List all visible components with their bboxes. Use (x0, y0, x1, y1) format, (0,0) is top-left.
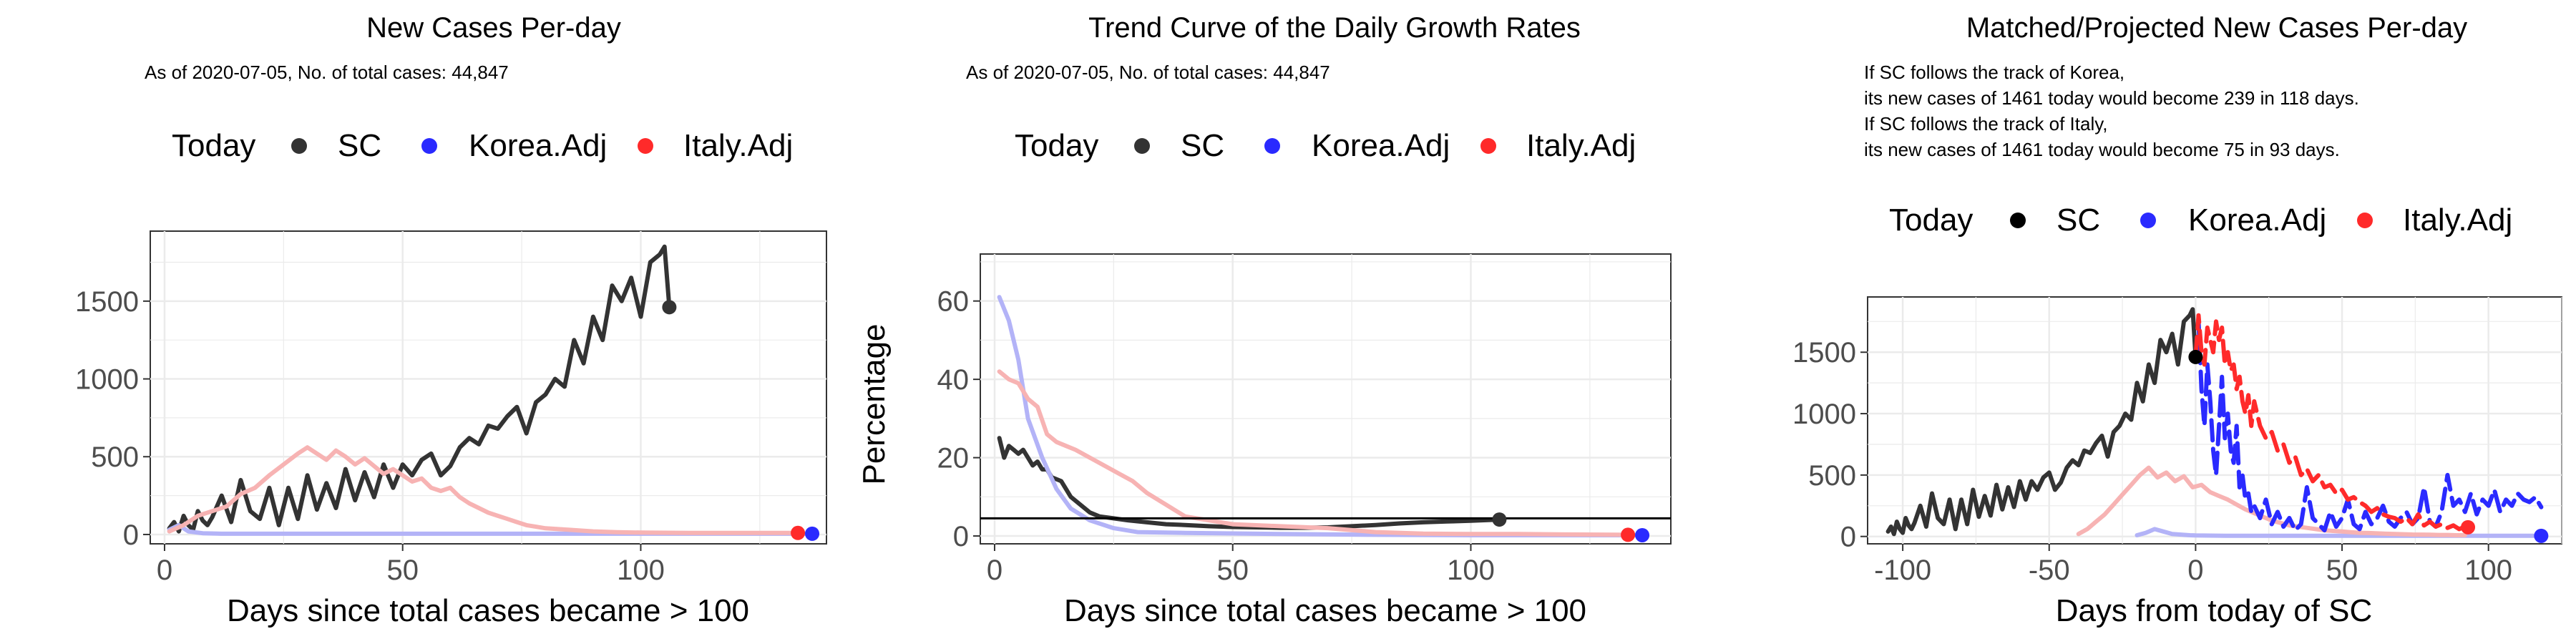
x-axis-label: Days from today of SC (2056, 593, 2373, 628)
x-tick-label: -100 (1874, 555, 1931, 586)
legend-key-korea (421, 138, 437, 154)
chart-title: Trend Curve of the Daily Growth Rates (1088, 12, 1581, 44)
plot-area: 0 50 100 0 20 40 60 (937, 253, 1672, 586)
legend-key-korea (1264, 138, 1280, 154)
series-line-korea-adj-history- (2135, 527, 2544, 538)
panel-new-cases: New Cases Per-day As of 2020-07-05, No. … (0, 0, 859, 644)
today-point-korea-adj (2534, 528, 2549, 543)
legend: Today SC Korea.Adj Italy.Adj (172, 128, 793, 163)
y-tick-label: 1500 (1792, 337, 1856, 369)
legend-title: Today (1015, 128, 1098, 163)
x-tick-label: 50 (2326, 555, 2358, 586)
legend: Today SC Korea.Adj Italy.Adj (1015, 128, 1636, 163)
y-tick-label: 20 (937, 443, 970, 474)
x-tick-label: 0 (2187, 555, 2203, 586)
legend-label-sc: SC (2057, 203, 2100, 238)
today-point-italy-adj (791, 525, 806, 540)
legend-key-italy (1480, 138, 1496, 154)
y-tick-label: 0 (953, 521, 969, 552)
chart-subtitle-line: As of 2020-07-05, No. of total cases: 44… (966, 62, 1330, 83)
chart-svg: Matched/Projected New Cases Per-day If S… (1792, 12, 2562, 628)
x-tick-label: 100 (1447, 555, 1495, 586)
x-tick-label: 100 (617, 555, 665, 586)
x-tick-label: -50 (2029, 555, 2070, 586)
series-line-italy-adj (167, 445, 801, 535)
x-tick-label: 50 (386, 555, 419, 586)
x-tick-label: 50 (1216, 555, 1249, 586)
y-tick-label: 500 (1808, 460, 1856, 492)
today-point-sc (1492, 512, 1507, 527)
chart-title: New Cases Per-day (366, 12, 621, 44)
chart-subtitle-line-2: its new cases of 1461 today would become… (1864, 87, 2359, 109)
y-tick-label: 1000 (75, 364, 139, 396)
x-tick-label: 0 (157, 555, 172, 586)
legend-label-sc: SC (338, 128, 381, 163)
chart-svg: New Cases Per-day As of 2020-07-05, No. … (75, 12, 827, 628)
legend-key-sc (291, 138, 307, 154)
today-point-korea-adj (805, 526, 820, 541)
series-line-italy-adj (997, 369, 1631, 537)
legend-key-korea (2140, 213, 2156, 228)
series-line-sc (1885, 307, 2198, 537)
legend-key-italy (638, 138, 653, 154)
series-line-korea-adj (2193, 319, 2544, 533)
panel-projected: Matched/Projected New Cases Per-day If S… (1717, 0, 2576, 644)
legend-label-italy: Italy.Adj (683, 128, 793, 163)
legend: Today SC Korea.Adj Italy.Adj (1889, 203, 2512, 238)
series-line-sc (167, 244, 672, 534)
x-tick-label: 100 (2464, 555, 2512, 586)
chart-title: Matched/Projected New Cases Per-day (1966, 12, 2467, 44)
y-tick-label: 0 (123, 519, 139, 551)
chart-subtitle-line-3: If SC follows the track of Italy, (1864, 113, 2108, 135)
panel-growth-rates: Trend Curve of the Daily Growth Rates As… (859, 0, 1717, 644)
today-point-korea-adj (1635, 527, 1650, 542)
chart-subtitle-line-1: If SC follows the track of Korea, (1864, 62, 2124, 83)
y-tick-label: 500 (91, 441, 139, 473)
plot-border (150, 230, 827, 545)
legend-key-italy (2357, 213, 2373, 228)
y-tick-label: 1000 (1792, 399, 1856, 430)
legend-label-korea: Korea.Adj (469, 128, 607, 163)
y-tick-label: 1500 (75, 286, 139, 318)
legend-label-italy: Italy.Adj (2403, 203, 2512, 238)
chart-subtitle-line: As of 2020-07-05, No. of total cases: 44… (145, 62, 509, 83)
legend-key-sc (2010, 213, 2026, 228)
x-tick-label: 0 (987, 555, 1002, 586)
legend-key-sc (1134, 138, 1150, 154)
legend-label-korea: Korea.Adj (1312, 128, 1450, 163)
today-point-sc (662, 300, 677, 315)
chart-svg: Trend Curve of the Daily Growth Rates As… (859, 12, 1672, 628)
x-axis-label: Days since total cases became > 100 (227, 593, 749, 628)
today-point-italy-adj (2461, 519, 2476, 535)
today-point-italy-adj (1621, 527, 1636, 542)
legend-label-sc: SC (1181, 128, 1224, 163)
legend-title: Today (172, 128, 255, 163)
today-point-sc (2188, 349, 2203, 364)
plot-border (980, 253, 1672, 545)
y-axis-label: Percentage (859, 323, 892, 484)
y-tick-label: 60 (937, 286, 970, 318)
legend-title: Today (1889, 203, 1973, 238)
chart-subtitle-line-4: its new cases of 1461 today would become… (1864, 139, 2340, 160)
legend-label-korea: Korea.Adj (2188, 203, 2326, 238)
series-line-italy-adj (2193, 313, 2470, 532)
y-tick-label: 0 (1840, 522, 1856, 553)
y-tick-label: 40 (937, 364, 970, 396)
legend-label-italy: Italy.Adj (1526, 128, 1636, 163)
x-axis-label: Days since total cases became > 100 (1064, 593, 1586, 628)
